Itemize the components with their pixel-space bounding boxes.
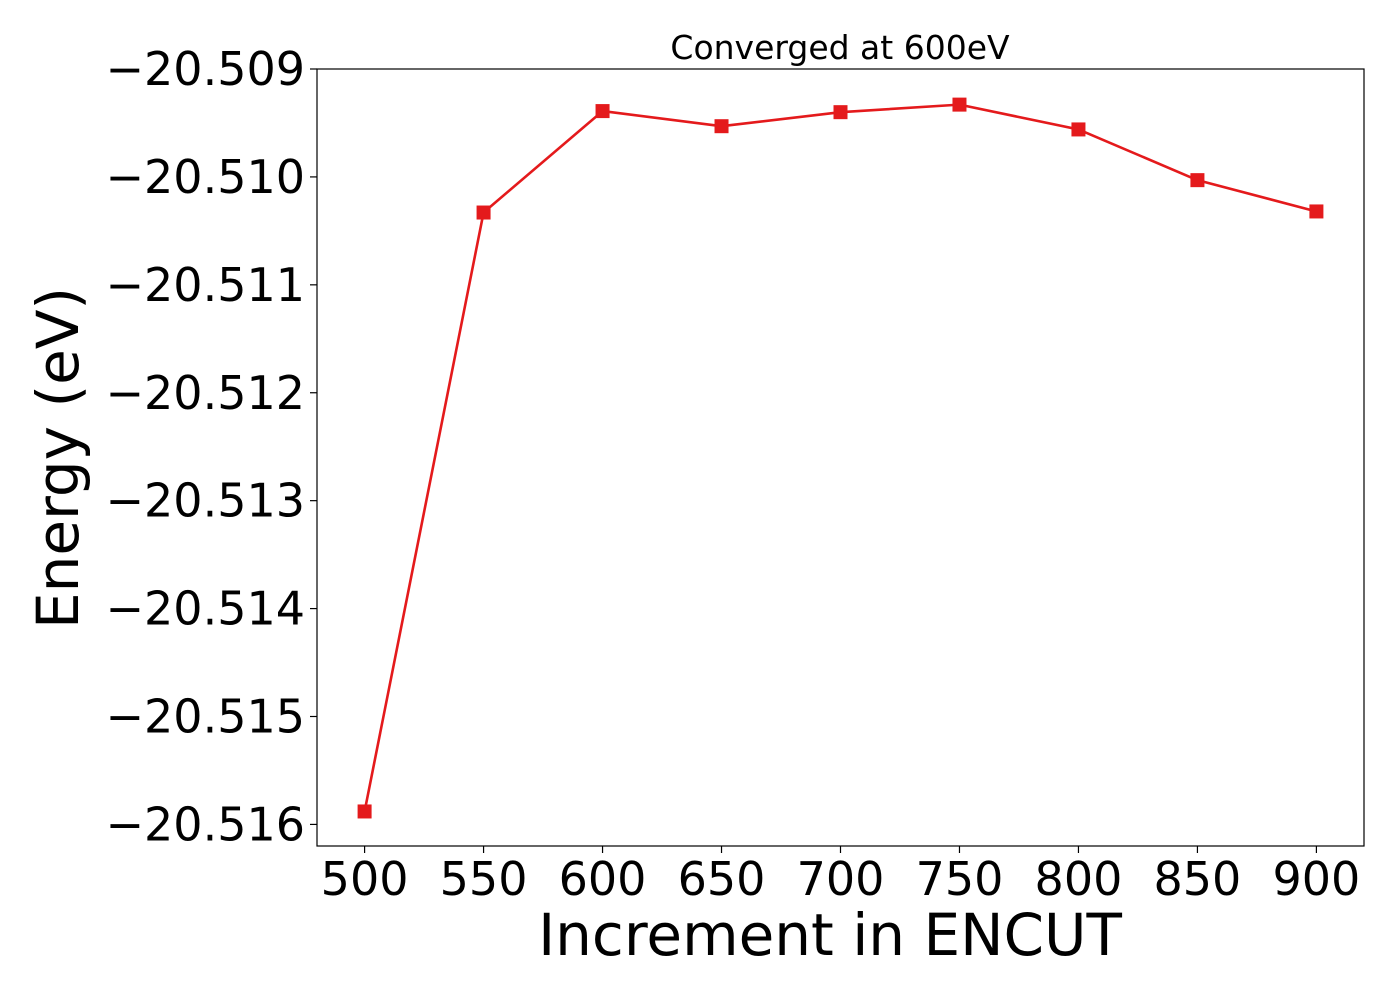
y-tick-label: −20.509	[106, 42, 306, 96]
y-tick-label: −20.512	[106, 366, 306, 420]
series-layer	[357, 97, 1324, 819]
y-tick-label: −20.513	[106, 474, 306, 528]
y-tick-label: −20.510	[106, 150, 306, 204]
data-point-marker	[476, 205, 491, 220]
y-axis-label: Energy (eV)	[24, 287, 92, 629]
x-axis: 500 550 600 650 700 750 800 850 900	[321, 846, 1361, 906]
y-tick-label: −20.516	[106, 797, 306, 851]
series-line	[363, 103, 1317, 812]
y-axis: −20.509 −20.510 −20.511 −20.512 −20.513 −20.5…	[106, 42, 317, 851]
y-tick-label: −20.515	[106, 690, 306, 744]
plot-area-frame	[316, 68, 1365, 847]
x-tick-label: 550	[440, 852, 528, 906]
x-tick-label: 800	[1035, 852, 1123, 906]
data-point-marker	[595, 104, 610, 119]
x-tick-label: 650	[678, 852, 766, 906]
x-axis-label: Increment in ENCUT	[538, 901, 1122, 969]
x-tick-label: 500	[321, 852, 409, 906]
data-point-marker	[357, 804, 372, 819]
data-point-marker	[714, 119, 729, 134]
y-tick-label: −20.514	[106, 582, 306, 636]
data-point-marker	[952, 97, 967, 112]
data-point-marker	[833, 105, 848, 120]
data-point-marker	[1190, 173, 1205, 188]
chart-title: Converged at 600eV	[670, 28, 1010, 67]
x-tick-label: 700	[797, 852, 885, 906]
x-tick-label: 900	[1273, 852, 1361, 906]
x-tick-label: 750	[916, 852, 1004, 906]
x-tick-label: 600	[559, 852, 647, 906]
data-point-marker	[1309, 204, 1324, 219]
data-point-marker	[1071, 122, 1086, 137]
y-tick-label: −20.511	[106, 258, 306, 312]
x-tick-label: 850	[1154, 852, 1242, 906]
